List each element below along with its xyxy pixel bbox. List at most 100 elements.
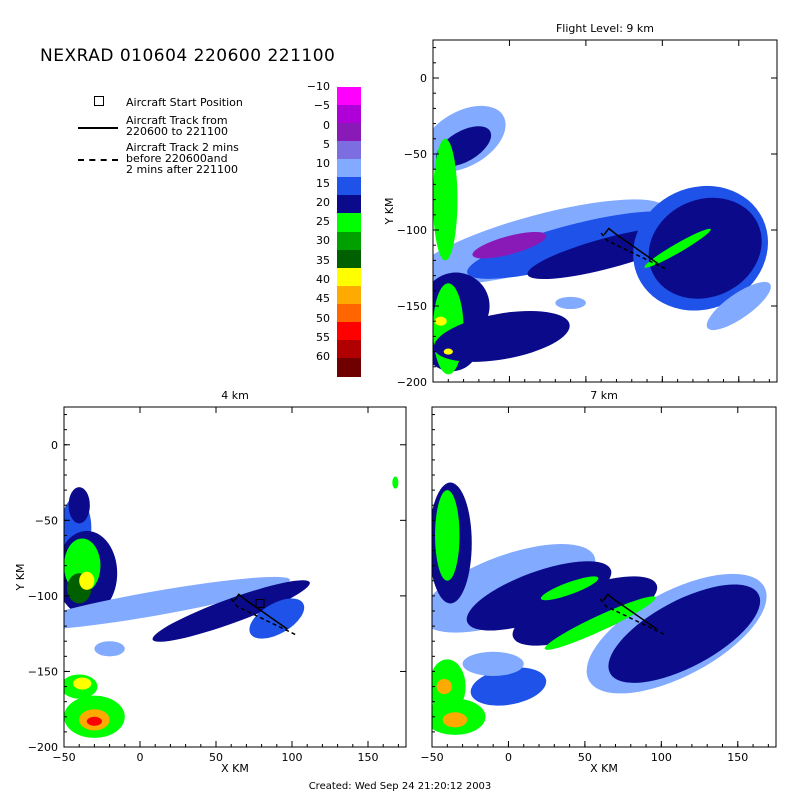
reflectivity-patch [648, 197, 762, 299]
reflectivity-patch [512, 576, 658, 646]
y-tick-label: −200 [28, 741, 58, 754]
colorbar-swatch [337, 321, 361, 341]
reflectivity-patch [443, 348, 453, 355]
colorbar-tick-label: 25 [316, 215, 330, 229]
reflectivity-field [432, 482, 767, 735]
axes-frame [432, 39, 778, 383]
colorbar-tick-label: 10 [316, 157, 330, 171]
x-axis-label: X KM [221, 762, 249, 775]
reflectivity-patch [472, 231, 547, 259]
aircraft-track [233, 593, 288, 630]
colorbar-swatch [337, 303, 361, 323]
x-tick-label: 150 [727, 751, 748, 764]
y-tick-label: −150 [28, 665, 58, 678]
reflectivity-patch [540, 576, 599, 601]
reflectivity-patch [433, 138, 458, 261]
colorbar-swatch [337, 105, 361, 124]
x-axis-label: X KM [590, 762, 618, 775]
reflectivity-patch [608, 584, 761, 683]
legend-track2-label: Aircraft Track 2 mins before 220600and 2… [126, 141, 239, 176]
reflectivity-patch [706, 281, 771, 331]
colorbar-swatch [337, 357, 361, 377]
colorbar-swatch [337, 123, 361, 142]
reflectivity-patch [94, 641, 125, 657]
colorbar-tick-label: 40 [316, 273, 330, 286]
aircraft-track-extended [599, 598, 667, 636]
reflectivity-patch [86, 716, 102, 726]
colorbar-tick-label: 35 [316, 253, 330, 267]
panel-9km: Flight Level: 9 km 0 −50 −100 −150 −200 Y KM [383, 22, 778, 389]
x-tick-label: −50 [52, 751, 75, 764]
track2-legend-line [78, 159, 118, 161]
legend-track-label: Aircraft Track from 220600 to 221100 [126, 114, 229, 138]
colorbar-tick-label: 60 [316, 350, 330, 364]
colorbar-tick-label: 55 [316, 330, 330, 344]
colorbar-swatch [337, 213, 361, 232]
reflectivity-patch [433, 310, 570, 362]
reflectivity-patch [462, 651, 524, 676]
track-legend-line [78, 127, 118, 129]
aircraft-track-extended [230, 598, 297, 636]
reflectivity-patch [392, 476, 399, 489]
colorbar-tick-label: 15 [316, 176, 330, 190]
legend-start-label: Aircraft Start Position [126, 96, 243, 109]
reflectivity-patch [442, 712, 468, 728]
reflectivity-patch [73, 677, 92, 690]
aircraft-track-extended [600, 232, 668, 271]
panel-title: 7 km [590, 389, 618, 402]
axes-frame [431, 406, 777, 748]
colorbar-swatch [337, 141, 361, 160]
y-tick-label: 0 [420, 72, 427, 85]
x-tick-label: −50 [420, 751, 443, 764]
colorbar-tick-label: 20 [316, 195, 330, 209]
figure-title: NEXRAD 010604 220600 221100 [40, 46, 336, 66]
colorbar-tick-label: 5 [323, 137, 330, 151]
aircraft-track [602, 593, 658, 630]
colorbar-tick-label: −10 [306, 80, 330, 93]
reflectivity-patch [467, 211, 675, 279]
colorbar-tick-label: 30 [316, 234, 330, 248]
colorbar-swatch [337, 285, 361, 305]
x-tick-label: 100 [651, 751, 672, 764]
reflectivity-patch [79, 571, 95, 590]
reflectivity-patch [555, 296, 586, 310]
panel-7km: 7 km −50 0 50 100 150 X KM [420, 389, 777, 775]
x-tick-label: 50 [578, 751, 592, 764]
x-tick-label: 150 [358, 751, 379, 764]
y-tick-label: −50 [404, 148, 427, 161]
colorbar-swatch [337, 195, 361, 214]
x-tick-label: 100 [282, 751, 303, 764]
y-axis-label: Y KM [383, 198, 396, 226]
axes-frame [63, 406, 407, 748]
y-tick-label: −200 [397, 376, 427, 389]
credit-line: Created: Wed Sep 24 21:20:12 2003 [308, 781, 492, 792]
colorbar-tick-label: 45 [316, 292, 330, 306]
colorbar-tick-label: −5 [313, 99, 330, 113]
x-tick-label: 0 [505, 751, 512, 764]
reflectivity-field [433, 105, 771, 375]
colorbar-labels: −10 −5 0 5 10 15 20 25 30 35 40 45 50 55 60 [300, 80, 330, 380]
panel-title: 4 km [221, 389, 249, 402]
reflectivity-patch [64, 576, 290, 631]
reflectivity-field [64, 476, 399, 738]
colorbar-tick-label: 50 [316, 311, 330, 325]
x-tick-label: 50 [209, 751, 223, 764]
y-tick-label: −50 [35, 514, 58, 527]
start-position-marker [255, 598, 265, 608]
reflectivity-patch [249, 598, 305, 639]
y-tick-label: −150 [397, 300, 427, 313]
reflectivity-patch [436, 679, 452, 695]
y-tick-label: −100 [28, 590, 58, 603]
colorbar [337, 87, 361, 377]
colorbar-swatch [337, 159, 361, 178]
colorbar-swatch [337, 249, 361, 269]
reflectivity-patch [644, 228, 711, 268]
colorbar-swatch [337, 87, 361, 106]
panel-title: Flight Level: 9 km [556, 22, 654, 35]
colorbar-tick-label: 0 [323, 118, 330, 132]
aircraft-track [603, 227, 659, 265]
colorbar-swatch [337, 267, 361, 287]
colorbar-swatch [337, 177, 361, 196]
